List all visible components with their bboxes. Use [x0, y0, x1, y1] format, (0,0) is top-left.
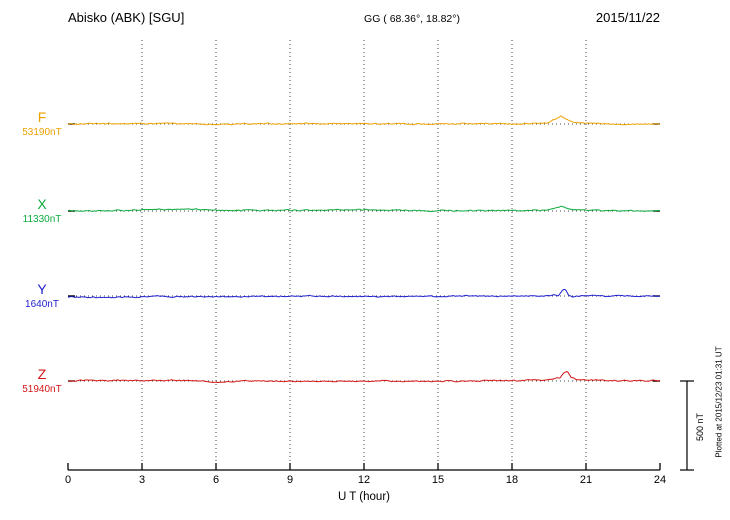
- trace-x: [67, 205, 661, 213]
- x-tick-18: 18: [505, 474, 519, 486]
- series-x-name: X: [37, 196, 47, 212]
- x-axis-label: U T (hour): [338, 491, 390, 503]
- series-label-x: X 11330nT: [10, 195, 74, 226]
- station-title: Abisko (ABK) [SGU]: [68, 10, 185, 25]
- x-tick-21: 21: [579, 474, 593, 486]
- x-axis: [67, 463, 661, 471]
- series-label-y: Y 1640nT: [10, 280, 74, 311]
- series-label-z: Z 51940nT: [10, 365, 74, 396]
- trace-z: [67, 371, 661, 384]
- x-tick-12: 12: [357, 474, 371, 486]
- series-f-baseline-value: 53190nT: [22, 127, 62, 138]
- x-tick-24: 24: [653, 474, 667, 486]
- series-y-name: Y: [37, 281, 47, 297]
- series-label-f: F 53190nT: [10, 108, 74, 139]
- x-tick-3: 3: [138, 474, 146, 486]
- plot-timestamp-note: Plotted at 2015/12/23 01:31 UT: [714, 346, 724, 458]
- scale-bar: [680, 380, 694, 471]
- x-tick-6: 6: [212, 474, 220, 486]
- coordinates-label: GG ( 68.36°, 18.82°): [364, 13, 460, 25]
- scale-bar-label: 500 nT: [695, 412, 705, 442]
- series-z-baseline-value: 51940nT: [22, 384, 62, 395]
- trace-y: [67, 288, 661, 299]
- x-tick-0: 0: [64, 474, 72, 486]
- series-y-baseline-value: 1640nT: [25, 299, 59, 310]
- series-z-name: Z: [37, 366, 47, 382]
- series-x-baseline-value: 11330nT: [22, 214, 62, 225]
- x-tick-15: 15: [431, 474, 445, 486]
- gridlines: [141, 40, 587, 470]
- series-f-name: F: [37, 109, 47, 125]
- x-tick-9: 9: [286, 474, 294, 486]
- trace-f: [67, 115, 660, 126]
- date-label: 2015/11/22: [595, 10, 660, 25]
